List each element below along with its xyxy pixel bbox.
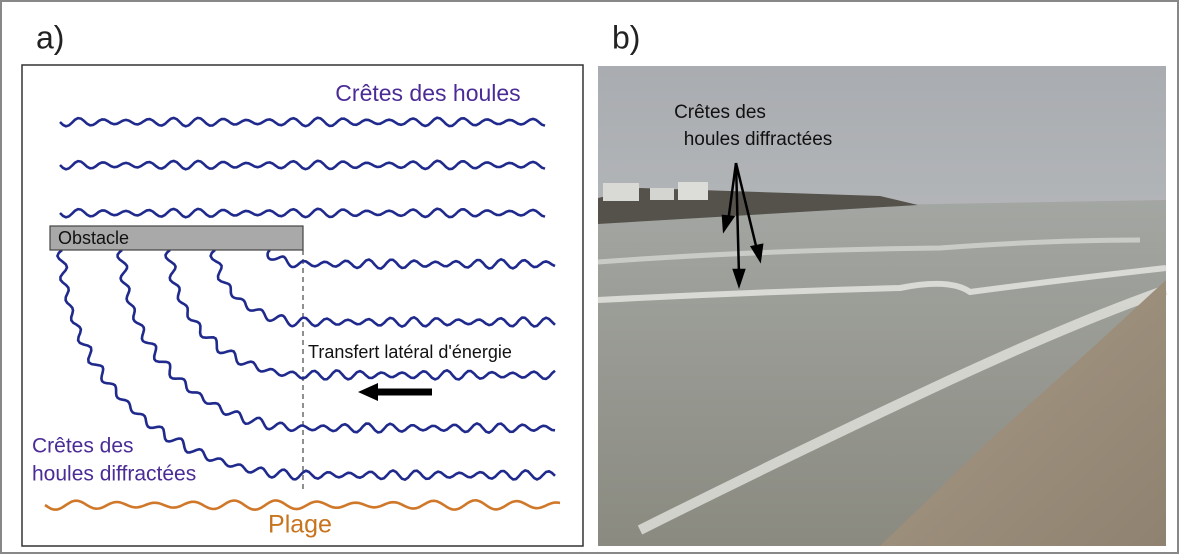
- beach-line: [44, 499, 561, 511]
- photo-label: houles diffractées: [684, 129, 833, 150]
- diffracted-crest: [56, 249, 556, 481]
- panel-b: Crêtes des houles diffractées: [597, 66, 1168, 546]
- photo-building: [678, 182, 708, 200]
- wave-crest: [59, 207, 546, 219]
- panel-label: b): [612, 19, 640, 55]
- photo-arrows: [721, 162, 764, 289]
- photo-building: [603, 183, 639, 201]
- diffracted-label: Crêtes des: [32, 435, 134, 458]
- arrow-head: [358, 383, 378, 401]
- diffracted-crest: [209, 249, 556, 328]
- diffracted-label: houles diffractées: [32, 463, 196, 486]
- photo-building: [650, 188, 674, 200]
- transfer-label: Transfert latéral d'énergie: [308, 342, 512, 362]
- wave-label: Crêtes des houles: [335, 80, 520, 106]
- wave-crest: [59, 116, 546, 128]
- photo-sand: [880, 280, 1166, 546]
- photo-label: Crêtes des: [674, 102, 766, 123]
- diffracted-crest: [116, 249, 556, 434]
- photo-wave: [597, 265, 1167, 303]
- panel-a: Crêtes des houles Obstacle Transfert lat…: [21, 64, 584, 547]
- photo-foam: [637, 285, 1168, 535]
- diffracted-crest: [266, 249, 556, 270]
- obstacle-label: Obstacle: [58, 228, 129, 248]
- diffracted-crest: [164, 249, 556, 381]
- photo-wave: [597, 237, 1141, 265]
- beach-label: Plage: [268, 511, 332, 539]
- wave-crest: [59, 159, 546, 171]
- obstacle: [49, 225, 304, 251]
- panel-label: a): [36, 19, 64, 55]
